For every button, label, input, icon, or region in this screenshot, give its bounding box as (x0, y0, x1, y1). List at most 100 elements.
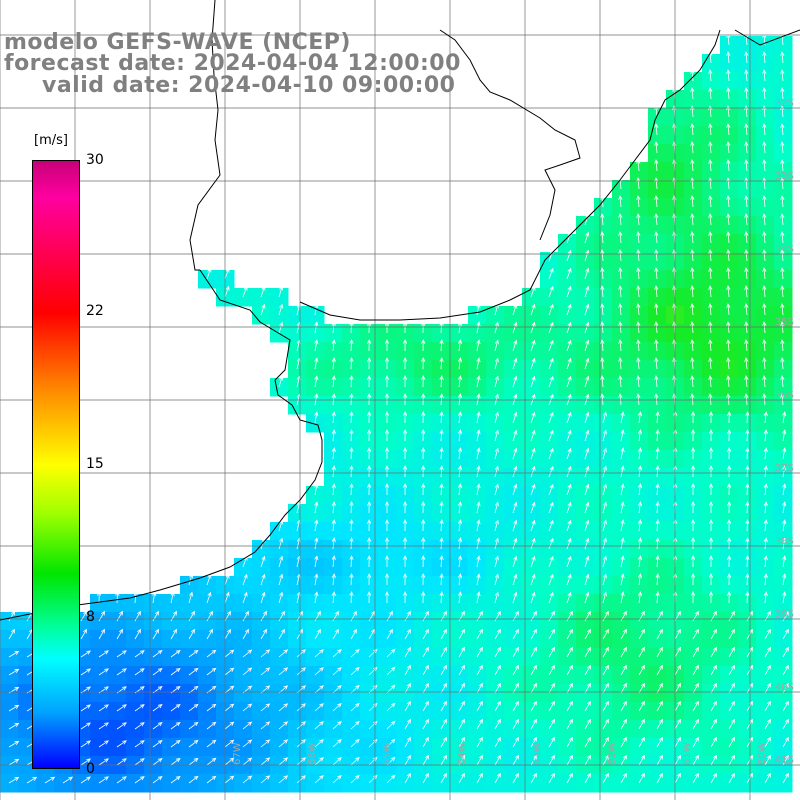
wind-arrow (600, 321, 605, 334)
wind-speed-cell (702, 378, 721, 397)
wind-speed-cell (540, 270, 559, 289)
wind-speed-cell (504, 648, 523, 667)
wind-arrow (618, 213, 623, 226)
wind-arrow (314, 411, 319, 424)
wind-speed-cell (648, 360, 667, 379)
wind-speed-cell (576, 414, 595, 433)
wind-speed-cell (558, 576, 577, 595)
wind-arrow (368, 720, 378, 730)
wind-speed-cell (648, 162, 667, 181)
wind-speed-cell (432, 414, 451, 433)
wind-arrow (782, 501, 787, 514)
wind-speed-cell (288, 360, 307, 379)
wind-arrow (384, 519, 390, 531)
wind-speed-cell (774, 306, 793, 325)
wind-arrow (476, 375, 481, 388)
wind-speed-cell (684, 594, 703, 613)
wind-speed-cell (540, 684, 559, 703)
wind-arrow (584, 682, 591, 694)
wind-speed-cell (684, 558, 703, 577)
wind-speed-cell (594, 522, 613, 541)
wind-arrow (134, 704, 145, 712)
wind-speed-cell (504, 486, 523, 505)
wind-arrow (584, 447, 590, 460)
valid-date: valid date: 2024-04-10 09:00:00 (42, 73, 456, 98)
wind-speed-cell (126, 630, 145, 649)
wind-arrow (332, 702, 342, 712)
wind-arrow (278, 703, 289, 712)
wind-speed-cell (702, 360, 721, 379)
wind-speed-cell (684, 450, 703, 469)
wind-speed-cell (378, 540, 397, 559)
wind-speed-cell (738, 90, 757, 109)
wind-arrow (602, 429, 607, 442)
wind-arrow (762, 51, 767, 64)
wind-arrow (494, 339, 499, 352)
wind-speed-cell (396, 324, 415, 343)
colorbar-tick-30: 30 (86, 152, 104, 168)
wind-arrow (637, 573, 643, 586)
wind-arrow (566, 573, 572, 586)
wind-speed-cell (468, 576, 487, 595)
wind-arrow (763, 573, 768, 586)
wind-speed-cell (702, 288, 721, 307)
wind-speed-cell (342, 540, 361, 559)
wind-arrow (600, 357, 605, 370)
wind-speed-cell (342, 558, 361, 577)
wind-speed-cell (450, 432, 469, 451)
wind-speed-cell (558, 288, 577, 307)
wind-arrow (548, 519, 554, 532)
wind-arrow (620, 646, 627, 658)
wind-arrow (656, 682, 663, 694)
wind-arrow (690, 429, 696, 442)
wind-arrow (584, 357, 590, 370)
wind-arrow (402, 375, 408, 388)
wind-speed-cell (720, 486, 739, 505)
wind-arrow (674, 628, 681, 640)
wind-arrow (708, 465, 714, 477)
wind-arrow (331, 321, 336, 334)
wind-speed-cell (612, 666, 631, 685)
wind-arrow (763, 519, 768, 532)
wind-speed-cell (648, 144, 667, 163)
wind-arrow (782, 718, 789, 730)
wind-arrow (636, 249, 641, 262)
wind-speed-cell (576, 558, 595, 577)
wind-arrow (655, 429, 660, 442)
wind-speed-cell (774, 666, 793, 685)
wind-arrow (637, 555, 643, 568)
wind-speed-cell (720, 774, 739, 793)
wind-arrow (690, 447, 696, 460)
wind-speed-cell (558, 522, 577, 541)
wind-speed-cell (702, 414, 721, 433)
wind-arrow (728, 700, 735, 712)
wind-arrow (224, 628, 231, 640)
wind-speed-cell (630, 252, 649, 271)
wind-arrow (710, 646, 717, 658)
wind-arrow (260, 555, 266, 568)
wind-speed-cell (468, 540, 487, 559)
wind-arrow (602, 628, 609, 640)
wind-speed-cell (684, 288, 703, 307)
wind-arrow (332, 756, 342, 766)
wind-arrow (98, 650, 109, 658)
wind-arrow (332, 648, 342, 658)
wind-arrow (476, 610, 483, 622)
wind-speed-cell (558, 774, 577, 793)
wind-speed-cell (720, 630, 739, 649)
wind-arrow (402, 555, 408, 568)
wind-speed-cell (576, 504, 595, 523)
wind-arrow (116, 722, 127, 730)
wind-speed-cell (198, 270, 217, 289)
wind-arrow (566, 285, 572, 298)
wind-speed-cell (468, 378, 487, 397)
wind-arrow (206, 267, 212, 280)
wind-arrow (457, 519, 463, 532)
wind-arrow (349, 411, 354, 424)
wind-speed-cell (432, 450, 451, 469)
wind-speed-cell (414, 540, 433, 559)
wind-arrow (260, 703, 271, 712)
wind-speed-cell (342, 324, 361, 343)
wind-speed-cell (450, 702, 469, 721)
wind-arrow (566, 321, 572, 334)
